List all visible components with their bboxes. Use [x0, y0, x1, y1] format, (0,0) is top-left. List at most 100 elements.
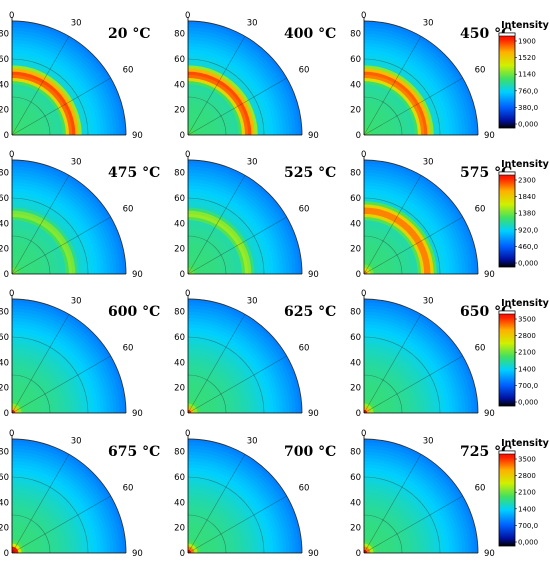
grid-arc [187, 336, 265, 414]
radial-tick-label: 0 [356, 270, 361, 280]
grid-spoke [11, 495, 111, 554]
angle-tick-label: 30 [247, 437, 258, 447]
angle-tick-label: 0 [185, 429, 190, 439]
radial-tick-label: 80 [350, 448, 361, 458]
grid-arc [363, 514, 403, 554]
angle-tick-label: 30 [423, 437, 434, 447]
grid-arc [187, 514, 227, 554]
radial-tick-label: 60 [174, 333, 185, 343]
grid-arc [11, 298, 127, 414]
grid-arc [363, 476, 441, 554]
colorbar-tick-label: 2800 [518, 332, 536, 340]
angle-tick-label: 30 [247, 158, 258, 168]
colorbar-tick-label: 1520 [518, 54, 536, 62]
colorbar-title: Intensity [501, 20, 549, 31]
radial-tick-label: 80 [0, 448, 9, 458]
intensity-ring [188, 409, 192, 413]
radial-tick-label: 80 [174, 169, 185, 179]
radial-tick-label: 40 [350, 358, 361, 368]
temperature-label: 20 °C [108, 26, 151, 42]
grid-spoke [11, 216, 111, 275]
temperature-label: 525 °C [284, 165, 336, 181]
radial-tick-label: 80 [174, 30, 185, 40]
radial-tick-label: 40 [174, 80, 185, 90]
grid-spoke [363, 175, 422, 275]
grid-arc [187, 438, 303, 554]
angle-tick-label: 90 [132, 409, 143, 419]
radial-tick-label: 80 [0, 308, 9, 318]
angle-tick-label: 60 [299, 65, 310, 75]
radial-tick-label: 40 [0, 80, 9, 90]
grid-arc [11, 476, 89, 554]
radial-tick-label: 20 [350, 524, 361, 534]
colorbar-cap [498, 32, 516, 37]
colorbar-tick-label: 2300 [518, 177, 536, 185]
colorbar-tick-label: 0,000 [518, 260, 538, 268]
grid-arc [11, 20, 127, 136]
radial-tick-label: 80 [174, 448, 185, 458]
grid-arc [363, 336, 441, 414]
intensity-ring [364, 549, 368, 553]
colorbar: Intensity 3500 2800 2100 1400 700,0 0,000 [498, 438, 550, 547]
angle-tick-label: 60 [299, 343, 310, 353]
angle-tick-label: 90 [132, 270, 143, 280]
radial-tick-label: 20 [350, 106, 361, 116]
angle-tick-label: 90 [132, 549, 143, 559]
angle-tick-label: 30 [247, 19, 258, 29]
grid-spoke [187, 495, 287, 554]
radial-tick-label: 60 [0, 194, 9, 204]
temperature-label: 700 °C [284, 444, 336, 460]
radial-tick-label: 60 [350, 473, 361, 483]
grid-spoke [187, 355, 287, 414]
angle-tick-label: 90 [308, 131, 319, 141]
radial-tick-label: 60 [350, 55, 361, 65]
colorbar-cap [498, 310, 516, 315]
radial-tick-label: 40 [0, 358, 9, 368]
radial-tick-label: 0 [180, 549, 185, 559]
radial-tick-label: 0 [356, 131, 361, 141]
grid-spoke [11, 454, 70, 554]
grid-arc [363, 235, 403, 275]
colorbar: Intensity 1900 1520 1140 760,0 380,0 0,000 [498, 20, 550, 129]
angle-tick-label: 0 [9, 150, 14, 160]
colorbar-tick-label: 1900 [518, 38, 536, 46]
grid-spoke [187, 175, 246, 275]
grid-arc [363, 20, 479, 136]
radial-tick-label: 60 [174, 473, 185, 483]
angle-tick-label: 0 [361, 150, 366, 160]
angle-tick-label: 0 [9, 289, 14, 299]
grid-spoke [11, 36, 70, 136]
grid-spoke [11, 77, 111, 136]
colorbar-tick-label: 0,000 [518, 121, 538, 129]
temperature-label: 475 °C [108, 165, 160, 181]
colorbar-tick-label: 3500 [518, 316, 536, 324]
radial-tick-label: 20 [174, 384, 185, 394]
colorbar-tick-label: 1400 [518, 505, 536, 513]
grid-arc [11, 514, 51, 554]
radial-tick-label: 60 [350, 194, 361, 204]
angle-tick-label: 0 [185, 289, 190, 299]
radial-tick-label: 20 [0, 524, 9, 534]
radial-tick-label: 20 [350, 384, 361, 394]
grid-arc [187, 20, 303, 136]
colorbar-title: Intensity [501, 298, 549, 309]
grid-arc [363, 159, 479, 275]
grid-arc [187, 159, 303, 275]
intensity-ring [12, 270, 16, 274]
grid-spoke [187, 314, 246, 414]
radial-tick-label: 0 [356, 409, 361, 419]
angle-tick-label: 0 [361, 289, 366, 299]
intensity-ring [12, 409, 16, 413]
grid-arc [363, 298, 479, 414]
intensity-ring [12, 549, 16, 553]
angle-tick-label: 90 [484, 409, 495, 419]
grid-arc [363, 58, 441, 136]
grid-arc [187, 96, 227, 136]
